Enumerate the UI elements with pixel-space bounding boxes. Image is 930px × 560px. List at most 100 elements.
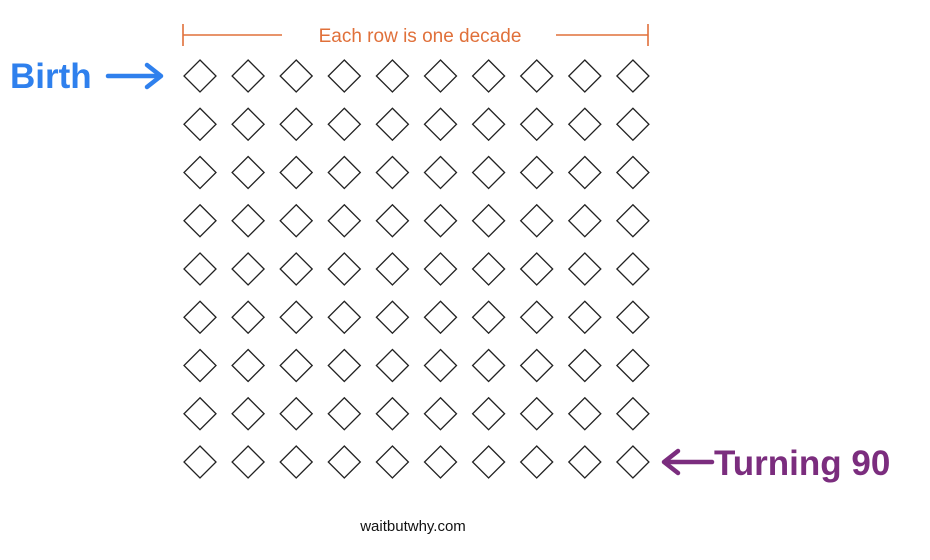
year-diamond — [183, 252, 217, 286]
birth-diamond — [183, 59, 217, 93]
year-diamond — [471, 252, 506, 286]
year-diamond — [519, 203, 554, 238]
year-diamond — [615, 107, 650, 142]
year-diamond — [327, 348, 362, 383]
year-diamond — [519, 445, 554, 479]
year-diamond — [567, 252, 602, 286]
year-diamond — [423, 396, 458, 431]
year-diamond — [567, 300, 602, 335]
turning-90-callout: Turning 90 — [661, 444, 890, 483]
year-diamond — [615, 300, 650, 335]
year-diamond — [423, 252, 458, 286]
birth-callout: Birth — [10, 57, 164, 96]
year-diamond — [375, 107, 410, 142]
year-diamond — [231, 203, 266, 238]
right-arrow-icon — [105, 62, 164, 90]
year-diamond — [519, 59, 554, 93]
year-diamond — [423, 300, 458, 335]
year-diamond — [471, 203, 506, 238]
year-diamond — [519, 155, 554, 190]
year-diamond — [231, 59, 266, 93]
year-diamond — [615, 203, 650, 238]
year-diamond — [327, 396, 362, 431]
source-credit: waitbutwhy.com — [359, 518, 466, 535]
year-diamond — [519, 300, 554, 335]
year-diamond — [423, 348, 458, 383]
year-diamond — [519, 107, 554, 142]
year-diamond — [231, 396, 266, 431]
year-diamond — [375, 203, 410, 238]
year-diamond — [279, 59, 314, 93]
year-diamond — [567, 203, 602, 238]
year-diamond — [567, 59, 602, 93]
year-diamond — [327, 155, 362, 190]
year-diamond — [567, 348, 602, 383]
year-diamond — [471, 348, 506, 383]
year-diamond — [567, 396, 602, 431]
year-diamond — [615, 155, 650, 190]
year-diamond — [375, 300, 410, 335]
decade-bracket: Each row is one decade — [182, 24, 649, 47]
year-diamond — [567, 445, 602, 479]
year-diamond — [231, 252, 266, 286]
year-diamond — [471, 445, 506, 479]
year-diamond — [279, 252, 314, 286]
year-diamond — [615, 396, 650, 431]
year-diamond — [279, 203, 314, 238]
decade-diamond-grid — [183, 59, 650, 479]
birth-label: Birth — [10, 57, 92, 96]
year-diamond — [327, 252, 362, 286]
year-diamond — [279, 300, 314, 335]
year-diamond — [423, 107, 458, 142]
year-diamond — [183, 396, 217, 431]
year-diamond — [231, 155, 266, 190]
year-diamond — [471, 396, 506, 431]
year-diamond — [183, 155, 217, 190]
year-diamond — [471, 300, 506, 335]
year-diamond — [375, 396, 410, 431]
year-diamond — [231, 107, 266, 142]
year-diamond — [327, 203, 362, 238]
decade-bracket-label: Each row is one decade — [319, 26, 522, 47]
year-diamond — [279, 396, 314, 431]
year-diamond — [567, 155, 602, 190]
year-diamond — [231, 300, 266, 335]
year-diamond — [231, 445, 266, 479]
year-diamond — [375, 252, 410, 286]
year-diamond — [183, 300, 217, 335]
year-diamond — [231, 348, 266, 383]
year-diamond — [615, 348, 650, 383]
year-diamond — [375, 445, 410, 479]
year-diamond — [567, 107, 602, 142]
year-diamond — [423, 59, 458, 93]
year-diamond — [519, 348, 554, 383]
year-diamond — [327, 59, 362, 93]
year-diamond — [471, 59, 506, 93]
year-diamond — [519, 252, 554, 286]
year-diamond — [375, 155, 410, 190]
year-diamond — [615, 59, 650, 93]
year-diamond — [327, 300, 362, 335]
year-diamond — [423, 445, 458, 479]
year-diamond — [183, 445, 217, 479]
year-diamond — [519, 396, 554, 431]
year-diamond — [471, 155, 506, 190]
year-diamond — [327, 445, 362, 479]
year-diamond — [183, 203, 217, 238]
year-diamond — [423, 155, 458, 190]
year-diamond — [279, 155, 314, 190]
year-diamond — [279, 445, 314, 479]
turning-90-diamond — [615, 445, 650, 479]
year-diamond — [327, 107, 362, 142]
year-diamond — [279, 107, 314, 142]
turning-90-label: Turning 90 — [714, 444, 890, 483]
year-diamond — [471, 107, 506, 142]
year-diamond — [375, 348, 410, 383]
year-diamond — [615, 252, 650, 286]
year-diamond — [279, 348, 314, 383]
year-diamond — [183, 107, 217, 142]
year-diamond — [423, 203, 458, 238]
year-diamond — [183, 348, 217, 383]
left-arrow-icon — [661, 448, 715, 476]
